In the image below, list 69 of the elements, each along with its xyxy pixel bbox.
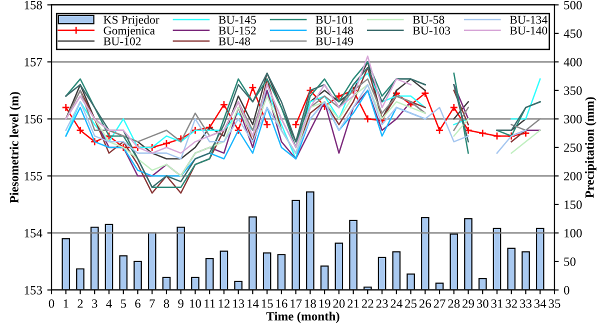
y2-tick-label: 250	[564, 143, 582, 152]
x-tick-label: 13	[233, 299, 244, 308]
x-tick-label: 10	[190, 299, 201, 308]
x-tick-label: 25	[405, 299, 417, 308]
legend-label: BU-134	[510, 16, 548, 24]
x-tick-label: 17	[290, 299, 302, 308]
x-tick-label: 11	[204, 299, 215, 308]
x-tick-label: 20	[333, 299, 345, 308]
legend-label: BU-140	[510, 26, 548, 35]
y-tick-label: 155	[24, 172, 42, 180]
x-tick-label: 15	[262, 299, 273, 308]
x-tick-label: 22	[362, 299, 374, 308]
y-tick-label: 153	[24, 286, 42, 294]
y2-tick-label: 100	[564, 228, 582, 238]
x-tick-label: 19	[319, 299, 330, 308]
y-tick-label: 158	[24, 0, 42, 10]
legend-label: BU-58	[412, 16, 444, 24]
x-tick-label: 7	[150, 299, 155, 308]
legend-label: BU-103	[412, 26, 450, 35]
y2-tick-label: 0	[564, 286, 570, 294]
legend-label: KS Prijedor	[104, 15, 160, 26]
x-tick-label: 3	[92, 299, 98, 308]
x-tick-label: 26	[419, 299, 432, 308]
y2-tick-label: 400	[564, 58, 582, 66]
legend-label: BU-152	[218, 26, 256, 35]
x-tick-label: 2	[78, 299, 83, 308]
legend-label: BU-102	[104, 37, 141, 46]
x-tick-label: 14	[248, 299, 259, 308]
y2-tick-label: 200	[564, 172, 582, 180]
x-tick-label: 5	[120, 299, 126, 308]
x-tick-label: 31	[491, 299, 503, 308]
x-tick-label: 27	[434, 299, 446, 308]
x-tick-label: 6	[135, 299, 140, 308]
legend-label: BU-48	[218, 37, 250, 46]
x-tick-label: 12	[218, 299, 230, 308]
x-tick-label: 29	[462, 299, 474, 308]
y-tick-label: 157	[24, 58, 42, 66]
x-tick-label: 18	[305, 299, 316, 308]
x-tick-label: 0	[48, 299, 54, 308]
x-tick-label: 8	[164, 299, 170, 308]
x-tick-label: 24	[390, 299, 402, 308]
legend-label: Gomjenica	[104, 26, 155, 37]
y2-tick-label: 50	[564, 257, 576, 266]
y2-tick-label: 500	[564, 0, 582, 10]
y-tick-label: 156	[24, 114, 42, 124]
legend-label: BU-101	[316, 16, 353, 24]
y2-tick-label: 150	[564, 200, 582, 209]
x-tick-label: 16	[276, 299, 288, 308]
x-tick-label: 35	[548, 299, 560, 308]
y-tick-label: 154	[24, 229, 42, 238]
y-axis-title: Piesometric level (m)	[10, 92, 21, 204]
x-tick-label: 21	[348, 299, 359, 308]
x-tick-label: 33	[520, 299, 532, 308]
legend-label: BU-145	[218, 16, 256, 24]
x-tick-label: 28	[448, 299, 460, 308]
x-tick-label: 1	[64, 299, 68, 308]
x-tick-label: 32	[506, 299, 517, 308]
x-axis-title: Time (month)	[266, 312, 340, 324]
legend-label: BU-149	[316, 37, 353, 46]
y2-tick-label: 350	[564, 86, 582, 95]
x-tick-label: 4	[106, 299, 112, 308]
x-tick-label: 34	[534, 299, 546, 308]
x-tick-label: 23	[376, 299, 388, 308]
y2-tick-label: 450	[564, 29, 582, 38]
x-tick-label: 30	[476, 299, 488, 308]
x-tick-label: 9	[178, 299, 184, 308]
y2-tick-label: 300	[564, 114, 582, 124]
y2-axis-title: Precipitation (mm)	[585, 97, 596, 198]
legend-label: BU-148	[316, 26, 354, 35]
